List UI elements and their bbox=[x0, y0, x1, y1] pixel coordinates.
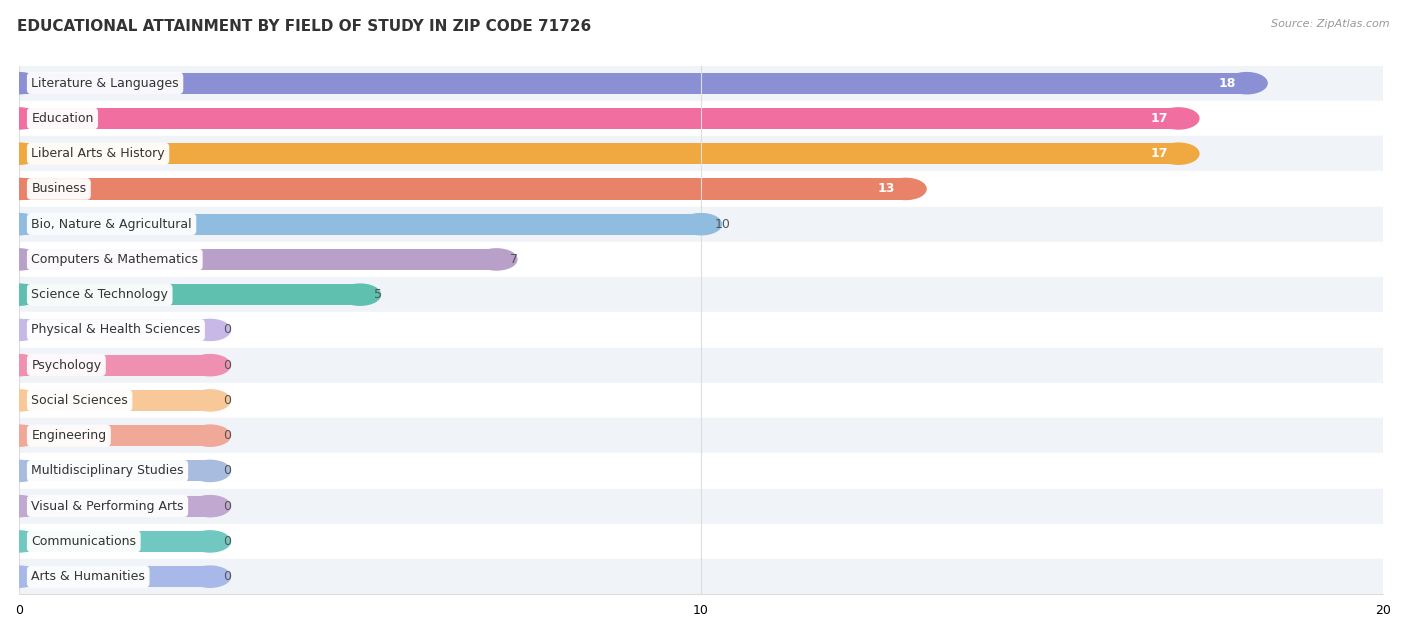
Text: 0: 0 bbox=[224, 535, 232, 548]
Circle shape bbox=[190, 319, 231, 341]
Text: 7: 7 bbox=[510, 253, 517, 266]
Bar bbox=[20, 178, 905, 200]
Bar bbox=[20, 101, 1384, 136]
Circle shape bbox=[190, 355, 231, 376]
Bar bbox=[20, 73, 1247, 94]
Circle shape bbox=[340, 284, 381, 305]
Circle shape bbox=[190, 425, 231, 446]
Bar bbox=[20, 66, 1384, 101]
Bar bbox=[20, 418, 1384, 453]
Bar bbox=[20, 277, 1384, 312]
Circle shape bbox=[0, 566, 39, 587]
Text: 10: 10 bbox=[714, 217, 731, 231]
Text: Computers & Mathematics: Computers & Mathematics bbox=[31, 253, 198, 266]
Text: Liberal Arts & History: Liberal Arts & History bbox=[31, 147, 165, 160]
Bar bbox=[20, 390, 209, 411]
Circle shape bbox=[0, 73, 39, 94]
Circle shape bbox=[190, 531, 231, 552]
Circle shape bbox=[681, 214, 721, 234]
Text: 13: 13 bbox=[877, 183, 896, 195]
Bar bbox=[20, 284, 360, 305]
Bar bbox=[20, 143, 1178, 164]
Text: Bio, Nature & Agricultural: Bio, Nature & Agricultural bbox=[31, 217, 191, 231]
Text: 18: 18 bbox=[1219, 76, 1236, 90]
Text: Visual & Performing Arts: Visual & Performing Arts bbox=[31, 500, 184, 513]
Bar bbox=[20, 495, 209, 517]
Text: Communications: Communications bbox=[31, 535, 136, 548]
Bar bbox=[20, 319, 209, 341]
Text: 0: 0 bbox=[224, 570, 232, 583]
Bar bbox=[20, 136, 1384, 171]
Bar bbox=[20, 531, 209, 552]
Text: 0: 0 bbox=[224, 500, 232, 513]
Circle shape bbox=[0, 319, 39, 341]
Text: Social Sciences: Social Sciences bbox=[31, 394, 128, 407]
Text: 0: 0 bbox=[224, 429, 232, 442]
Circle shape bbox=[0, 531, 39, 552]
Circle shape bbox=[0, 178, 39, 200]
Circle shape bbox=[190, 460, 231, 482]
Bar bbox=[20, 524, 1384, 559]
Circle shape bbox=[477, 249, 517, 270]
Text: Education: Education bbox=[31, 112, 94, 125]
Text: Engineering: Engineering bbox=[31, 429, 107, 442]
Text: 0: 0 bbox=[224, 324, 232, 336]
Circle shape bbox=[0, 495, 39, 517]
Bar bbox=[20, 242, 1384, 277]
Circle shape bbox=[0, 355, 39, 376]
Bar bbox=[20, 460, 209, 482]
Circle shape bbox=[886, 178, 927, 200]
Circle shape bbox=[0, 143, 39, 164]
Text: Science & Technology: Science & Technology bbox=[31, 288, 169, 301]
Circle shape bbox=[1159, 108, 1199, 129]
Bar bbox=[20, 171, 1384, 207]
Circle shape bbox=[1159, 143, 1199, 164]
Bar bbox=[20, 453, 1384, 489]
Text: 0: 0 bbox=[224, 465, 232, 477]
Text: Source: ZipAtlas.com: Source: ZipAtlas.com bbox=[1271, 19, 1389, 29]
Bar bbox=[20, 559, 1384, 594]
Circle shape bbox=[1226, 73, 1267, 94]
Bar bbox=[20, 312, 1384, 348]
Text: Physical & Health Sciences: Physical & Health Sciences bbox=[31, 324, 201, 336]
Text: 17: 17 bbox=[1150, 147, 1168, 160]
Circle shape bbox=[0, 249, 39, 270]
Bar bbox=[20, 355, 209, 376]
Bar bbox=[20, 108, 1178, 129]
Text: Multidisciplinary Studies: Multidisciplinary Studies bbox=[31, 465, 184, 477]
Text: EDUCATIONAL ATTAINMENT BY FIELD OF STUDY IN ZIP CODE 71726: EDUCATIONAL ATTAINMENT BY FIELD OF STUDY… bbox=[17, 19, 591, 34]
Circle shape bbox=[0, 390, 39, 411]
Bar bbox=[20, 425, 209, 446]
Bar bbox=[20, 489, 1384, 524]
Text: Psychology: Psychology bbox=[31, 359, 101, 372]
Text: 0: 0 bbox=[224, 359, 232, 372]
Text: 17: 17 bbox=[1150, 112, 1168, 125]
Bar bbox=[20, 566, 209, 587]
Text: 0: 0 bbox=[224, 394, 232, 407]
Bar bbox=[20, 207, 1384, 242]
Circle shape bbox=[0, 460, 39, 482]
Bar bbox=[20, 383, 1384, 418]
Circle shape bbox=[0, 284, 39, 305]
Circle shape bbox=[190, 566, 231, 587]
Text: 5: 5 bbox=[374, 288, 381, 301]
Bar bbox=[20, 348, 1384, 383]
Text: Literature & Languages: Literature & Languages bbox=[31, 76, 179, 90]
Bar bbox=[20, 249, 496, 270]
Circle shape bbox=[0, 108, 39, 129]
Circle shape bbox=[0, 425, 39, 446]
Circle shape bbox=[190, 495, 231, 517]
Circle shape bbox=[0, 214, 39, 234]
Bar bbox=[20, 214, 702, 234]
Text: Business: Business bbox=[31, 183, 86, 195]
Text: Arts & Humanities: Arts & Humanities bbox=[31, 570, 145, 583]
Circle shape bbox=[190, 390, 231, 411]
